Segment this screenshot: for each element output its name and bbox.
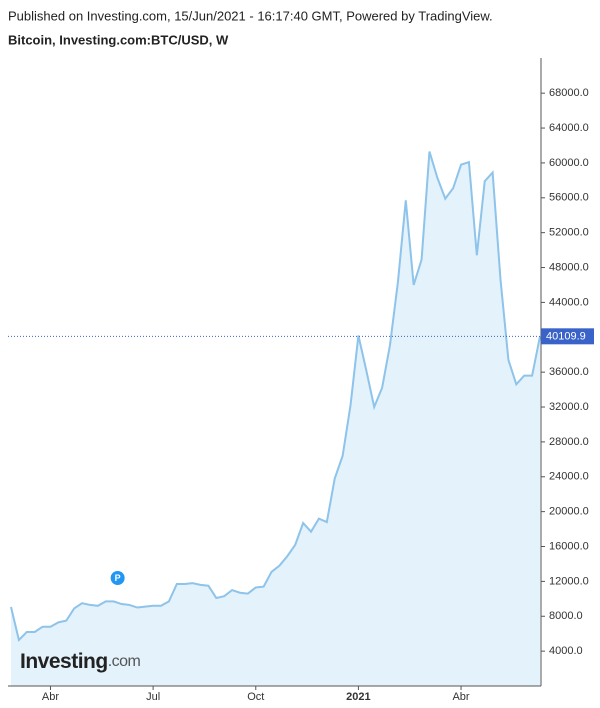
y-tick-label: 12000.0 <box>549 575 589 587</box>
x-tick-label: Abr <box>42 691 59 703</box>
y-tick-label: 60000.0 <box>549 157 589 169</box>
y-tick-label: 56000.0 <box>549 192 589 204</box>
y-tick-label: 32000.0 <box>549 401 589 413</box>
price-line <box>10 151 541 642</box>
x-tick-label: Abr <box>452 691 469 703</box>
current-price-label: 40109.9 <box>546 331 586 343</box>
y-tick-label: 16000.0 <box>549 540 589 552</box>
plot <box>10 151 541 686</box>
x-tick-label: 2021 <box>346 691 370 703</box>
y-tick-label: 44000.0 <box>549 296 589 308</box>
x-tick-label: Oct <box>247 691 264 703</box>
y-tick-label: 24000.0 <box>549 471 589 483</box>
y-tick-label: 20000.0 <box>549 506 589 518</box>
y-tick-label: 64000.0 <box>549 122 589 134</box>
y-tick-label: 8000.0 <box>549 610 583 622</box>
y-tick-label: 36000.0 <box>549 366 589 378</box>
logo: Investing.com <box>20 650 141 673</box>
logo-suffix: .com <box>108 653 141 670</box>
area-fill <box>11 151 540 686</box>
annotation-marker <box>110 571 125 585</box>
annotation-label: P <box>115 573 121 583</box>
y-tick-label: 52000.0 <box>549 227 589 239</box>
symbol-title: Bitcoin, Investing.com:BTC/USD, W <box>8 32 229 47</box>
logo-brand: Investing <box>20 650 108 673</box>
y-tick-label: 4000.0 <box>549 645 583 657</box>
y-tick-label: 48000.0 <box>549 261 589 273</box>
published-note: Published on Investing.com, 15/Jun/2021 … <box>8 8 493 23</box>
current-price-box <box>541 328 594 345</box>
y-tick-label: 28000.0 <box>549 436 589 448</box>
x-tick-label: Jul <box>146 691 160 703</box>
y-tick-label: 68000.0 <box>549 87 589 99</box>
